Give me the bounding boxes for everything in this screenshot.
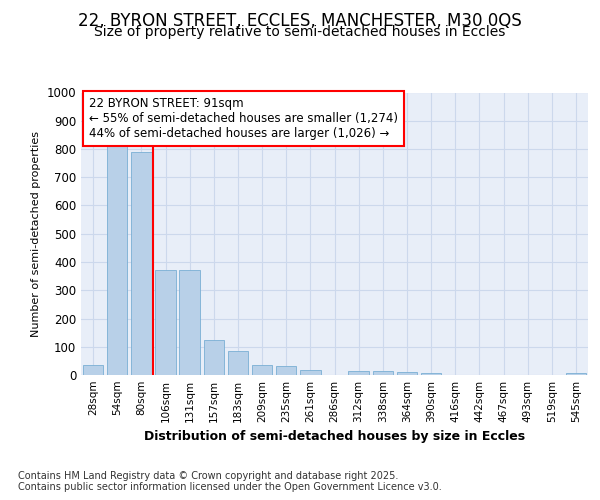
Bar <box>276 366 296 375</box>
Text: Contains HM Land Registry data © Crown copyright and database right 2025.
Contai: Contains HM Land Registry data © Crown c… <box>18 471 442 492</box>
Y-axis label: Number of semi-detached properties: Number of semi-detached properties <box>31 130 41 337</box>
Bar <box>179 270 200 375</box>
Bar <box>397 372 417 375</box>
Bar <box>373 371 393 375</box>
X-axis label: Distribution of semi-detached houses by size in Eccles: Distribution of semi-detached houses by … <box>144 430 525 444</box>
Bar <box>349 372 369 375</box>
Bar <box>203 340 224 375</box>
Bar <box>421 373 442 375</box>
Bar <box>300 370 320 375</box>
Bar <box>83 365 103 375</box>
Bar <box>252 364 272 375</box>
Bar <box>155 270 176 375</box>
Bar <box>131 152 152 375</box>
Bar <box>107 140 127 375</box>
Bar <box>566 372 586 375</box>
Text: 22, BYRON STREET, ECCLES, MANCHESTER, M30 0QS: 22, BYRON STREET, ECCLES, MANCHESTER, M3… <box>78 12 522 30</box>
Text: Size of property relative to semi-detached houses in Eccles: Size of property relative to semi-detach… <box>94 25 506 39</box>
Bar <box>227 351 248 375</box>
Text: 22 BYRON STREET: 91sqm
← 55% of semi-detached houses are smaller (1,274)
44% of : 22 BYRON STREET: 91sqm ← 55% of semi-det… <box>89 96 398 140</box>
